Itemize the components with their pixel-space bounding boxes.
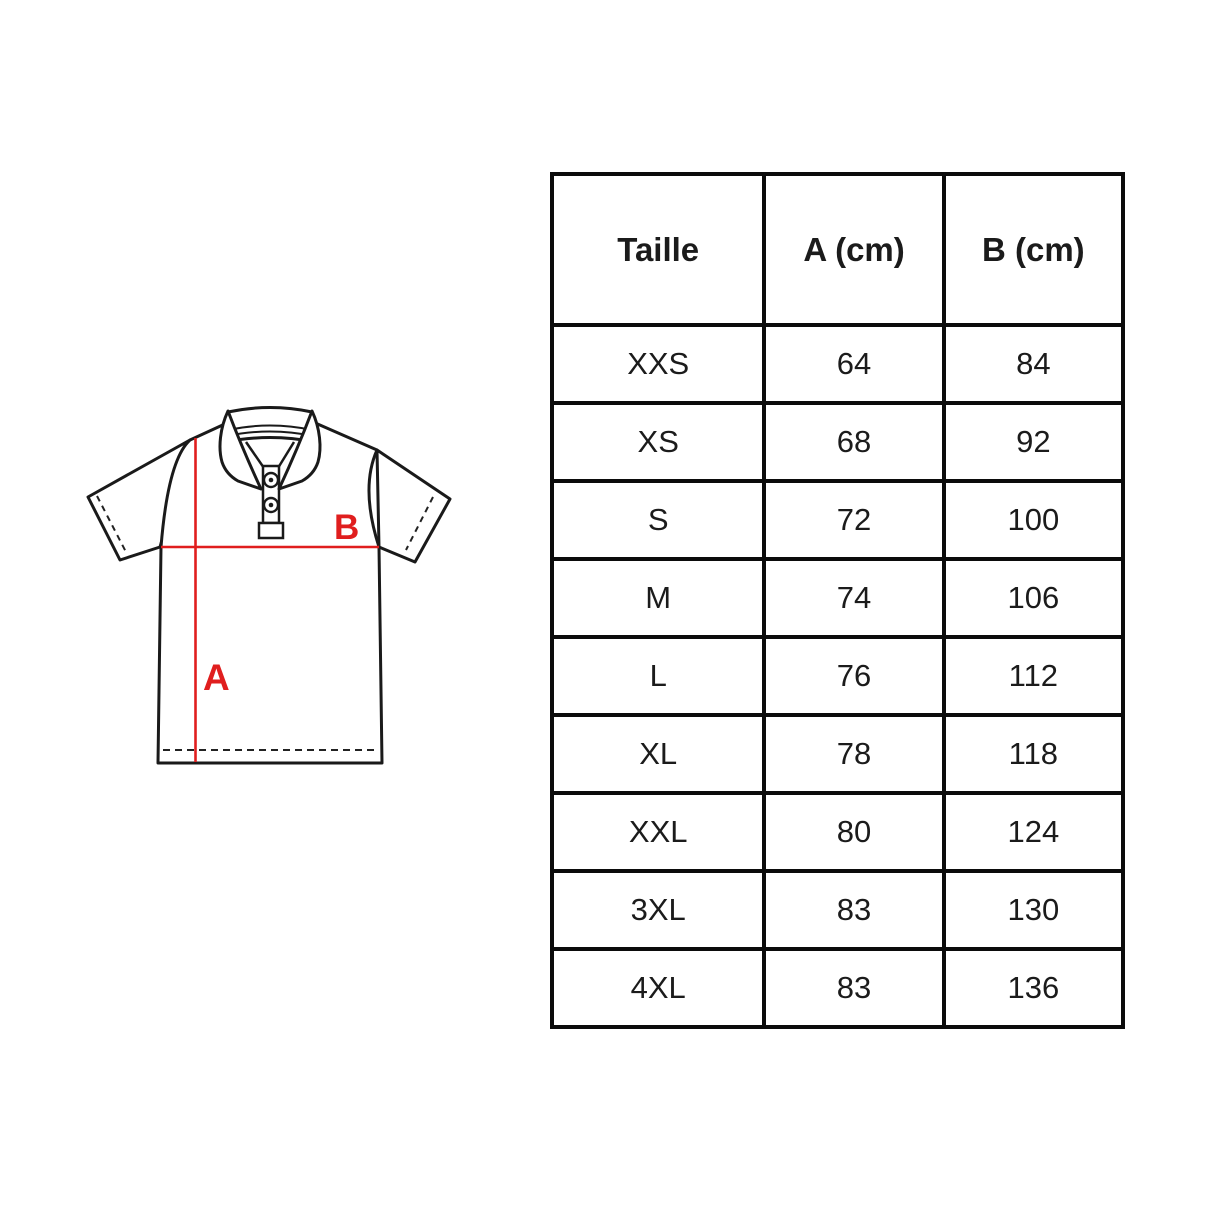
button-bottom-hole [268,502,274,508]
cell-size: M [549,557,767,639]
cell-b-cm: 118 [941,713,1126,795]
collar-flap-left [218,409,263,491]
cell-a-cm: 83 [762,869,946,951]
table-row: L 76 112 [549,635,1126,717]
cell-a-cm: 80 [762,791,946,873]
cell-a-cm: 78 [762,713,946,795]
cell-b-cm: 112 [941,635,1126,717]
measurement-label-b: B [334,508,359,547]
cell-size: 4XL [549,947,767,1029]
cell-a-cm: 64 [762,323,946,405]
cell-size: 3XL [549,869,767,951]
cell-a-cm: 74 [762,557,946,639]
cell-a-cm: 68 [762,401,946,483]
cell-b-cm: 136 [941,947,1126,1029]
cell-b-cm: 124 [941,791,1126,873]
cell-b-cm: 92 [941,401,1126,483]
table-row: 3XL 83 130 [549,869,1126,951]
sleeve-right [375,448,452,564]
neck-seam-right [276,441,296,469]
cell-a-cm: 83 [762,947,946,1029]
button-top-hole [268,477,274,483]
table-row: M 74 106 [549,557,1126,639]
sleeve-right-cuff-dashed-line [405,496,434,551]
measurement-label-a: A [203,657,230,698]
cell-size: XXL [549,791,767,873]
header-b-cm: B (cm) [941,172,1126,327]
table-row: 4XL 83 136 [549,947,1126,1029]
cell-b-cm: 130 [941,869,1126,951]
collar-band-seam-1 [227,424,313,431]
cell-size: L [549,635,767,717]
cell-size: XS [549,401,767,483]
size-table: Taille A (cm) B (cm) XXS 64 84 XS 68 92 S 72 100… [549,172,1126,1029]
placket-bottom-cap [257,521,285,540]
cell-a-cm: 76 [762,635,946,717]
table-row: XXS 64 84 [549,323,1126,405]
table-row: S 72 100 [549,479,1126,561]
collar-flap-right [277,409,322,491]
polo-shirt-svg: A B [86,406,452,765]
cell-a-cm: 72 [762,479,946,561]
table-row: XS 68 92 [549,401,1126,483]
table-row: XXL 80 124 [549,791,1126,873]
cell-b-cm: 106 [941,557,1126,639]
cell-size: S [549,479,767,561]
header-taille: Taille [549,172,767,327]
cell-b-cm: 100 [941,479,1126,561]
cell-size: XL [549,713,767,795]
cell-size: XXS [549,323,767,405]
table-header-row: Taille A (cm) B (cm) [549,172,1126,327]
cell-b-cm: 84 [941,323,1126,405]
header-a-cm: A (cm) [762,172,946,327]
polo-shirt-diagram: A B [70,390,470,790]
size-table-body: XXS 64 84 XS 68 92 S 72 100 M 74 106 L 76 112 XL 78 118 XX… [549,323,1126,1029]
table-row: XL 78 118 [549,713,1126,795]
neck-seam-left [244,441,266,469]
